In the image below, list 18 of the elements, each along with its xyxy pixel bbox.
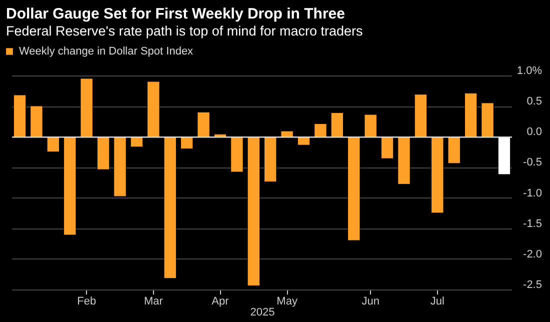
x-axis-title: 2025 [250,306,275,318]
legend-label: Weekly change in Dollar Spot Index [19,46,194,58]
y-tick-label: -0.5 [523,156,542,169]
x-tick-label: Feb [77,296,96,308]
y-tick-label: -2.5 [523,279,542,291]
chart-subtitle: Federal Reserve's rate path is top of mind for macro traders [6,24,363,38]
y-tick-label: -1.5 [523,218,542,230]
y-tick-label: -1.0 [523,187,542,200]
x-tick-label: Apr [212,296,230,308]
x-tick-label: Jul [430,296,444,308]
y-tick-label: 1.0% [516,65,542,77]
chart-title: Dollar Gauge Set for First Weekly Drop in Three [6,6,345,22]
y-tick-label: 0.0 [526,126,542,138]
y-tick-label: 0.5 [526,96,542,108]
x-tick-label: Mar [144,296,164,308]
y-tick-label: -2.0 [523,248,542,260]
x-tick-label: Jun [362,296,380,308]
x-tick-label: May [276,296,298,308]
